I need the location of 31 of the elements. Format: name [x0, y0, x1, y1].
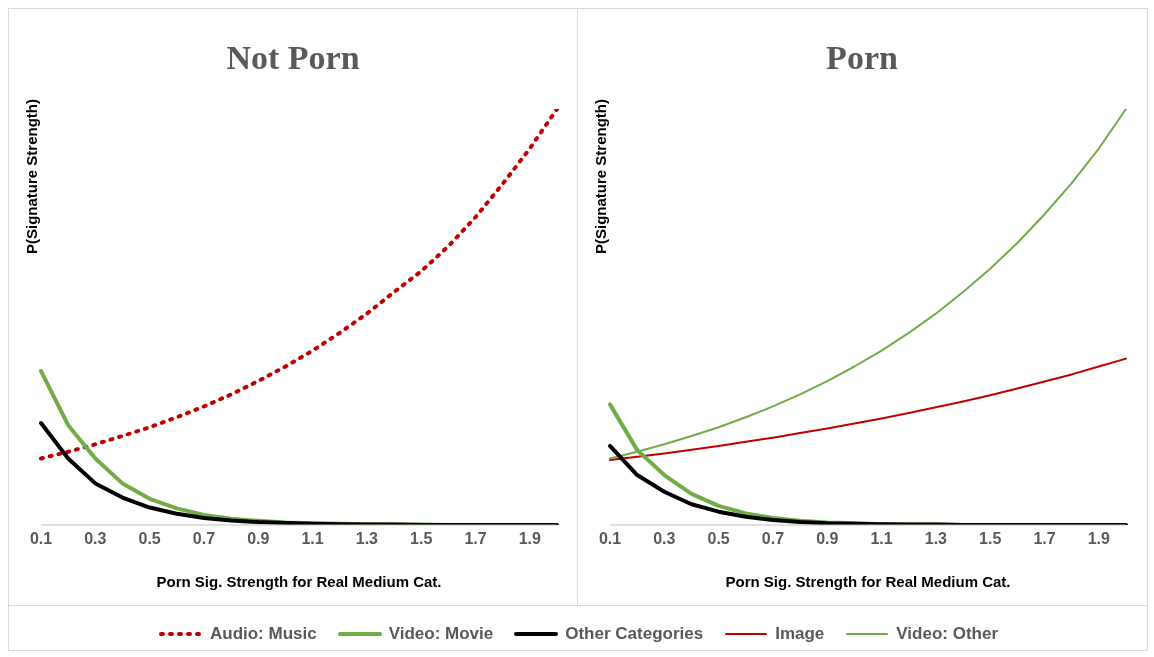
legend-label: Video: Other [896, 624, 999, 644]
x-tick-label: 0.9 [247, 530, 270, 548]
x-tick-label: 1.3 [924, 530, 948, 548]
x-tick-label: 1.5 [979, 530, 1002, 548]
x-axis-title: Porn Sig. Strength for Real Medium Cat. [156, 573, 442, 590]
x-tick-label: 0.9 [816, 530, 839, 548]
legend-label: Video: Movie [388, 624, 494, 644]
x-tick-label: 1.7 [464, 530, 487, 548]
x-tick-label: 1.1 [870, 530, 893, 548]
x-tick-label: 0.7 [192, 530, 216, 548]
legend-label: Other Categories [565, 624, 704, 644]
x-tick-label: 1.3 [355, 530, 379, 548]
x-tick-label: 0.3 [84, 530, 107, 548]
x-tick-label: 0.5 [707, 530, 730, 548]
legend-label: Image [775, 624, 825, 644]
x-tick-label: 1.9 [1087, 530, 1111, 548]
legend-label: Audio: Music [209, 624, 317, 644]
x-tick-label: 1.7 [1033, 530, 1056, 548]
x-tick-label: 0.3 [653, 530, 676, 548]
chart-title: Porn [826, 39, 898, 76]
x-tick-label: 1.1 [301, 530, 324, 548]
x-axis-title: Porn Sig. Strength for Real Medium Cat. [725, 573, 1011, 590]
x-tick-label: 1.5 [410, 530, 433, 548]
chart-title: Not Porn [226, 39, 360, 76]
x-tick-label: 0.1 [598, 530, 622, 548]
y-axis-title: P(Signature Strength) [22, 98, 40, 254]
x-tick-label: 0.7 [761, 530, 785, 548]
x-tick-label: 0.1 [29, 530, 53, 548]
x-tick-label: 0.5 [138, 530, 161, 548]
x-tick-label: 1.9 [518, 530, 542, 548]
y-axis-title: P(Signature Strength) [591, 98, 609, 254]
